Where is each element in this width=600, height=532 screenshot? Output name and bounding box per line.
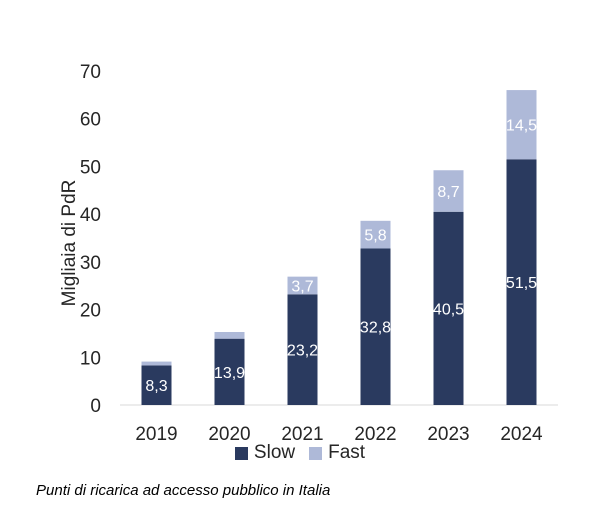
x-tick-label: 2024 bbox=[500, 424, 543, 445]
stacked-bar-chart: Migliaia di PdR 0 10 20 30 40 50 60 70 2019 2020… bbox=[59, 62, 558, 445]
bar-fast bbox=[506, 90, 537, 160]
bar-slow bbox=[287, 294, 318, 405]
x-tick-label: 2020 bbox=[208, 424, 250, 445]
data-label-fast: 3,7 bbox=[291, 278, 313, 295]
x-tick-label: 2023 bbox=[427, 424, 469, 445]
y-tick-label: 60 bbox=[80, 110, 101, 131]
bar-fast bbox=[287, 276, 318, 295]
bar-fast bbox=[433, 170, 464, 212]
legend-item-slow: Slow bbox=[234, 442, 296, 464]
bar-fast bbox=[360, 220, 391, 249]
data-label-slow: 40,5 bbox=[433, 301, 464, 318]
x-tick-label: 2021 bbox=[281, 424, 323, 445]
bars bbox=[141, 90, 537, 405]
data-labels: 8,3 13,9 23,2 3,7 32,8 5,8 40,5 8,7 51,5 14,5 bbox=[145, 118, 537, 396]
legend-item-fast: Fast bbox=[309, 442, 365, 464]
data-label-slow: 32,8 bbox=[360, 320, 391, 337]
y-tick-label: 40 bbox=[80, 205, 101, 226]
data-label-fast: 14,5 bbox=[506, 118, 537, 135]
bar-slow bbox=[506, 159, 537, 405]
bar-slow bbox=[214, 338, 245, 405]
y-tick-label: 30 bbox=[80, 253, 101, 274]
x-tick-label: 2019 bbox=[135, 424, 177, 445]
data-label-fast: 5,8 bbox=[364, 228, 386, 245]
bar-fast bbox=[141, 361, 172, 366]
y-tick-label: 10 bbox=[80, 348, 101, 369]
x-tick-labels: 2019 2020 2021 2022 2023 2024 bbox=[135, 424, 543, 445]
data-label-fast: 8,7 bbox=[437, 184, 459, 201]
x-tick-label: 2022 bbox=[354, 424, 396, 445]
chart-caption: Punti di ricarica ad accesso pubblico in… bbox=[36, 482, 331, 499]
y-tick-label: 0 bbox=[90, 396, 101, 417]
legend-label-slow: Slow bbox=[253, 442, 296, 463]
data-label-slow: 13,9 bbox=[214, 365, 245, 382]
bar-slow bbox=[141, 365, 172, 405]
y-tick-label: 50 bbox=[80, 157, 101, 178]
legend-label-fast: Fast bbox=[328, 442, 366, 463]
data-label-slow: 23,2 bbox=[287, 343, 318, 360]
bar-slow bbox=[360, 248, 391, 405]
legend-swatch-slow bbox=[234, 446, 248, 460]
y-axis-label: Migliaia di PdR bbox=[59, 180, 80, 307]
y-tick-label: 20 bbox=[80, 301, 101, 322]
bar-fast bbox=[214, 331, 245, 339]
y-tick-label: 70 bbox=[80, 62, 101, 83]
legend: Slow Fast bbox=[0, 442, 600, 464]
bar-slow bbox=[433, 211, 464, 405]
data-label-slow: 8,3 bbox=[145, 378, 167, 395]
data-label-slow: 51,5 bbox=[506, 275, 537, 292]
legend-swatch-fast bbox=[309, 446, 323, 460]
y-tick-labels: 0 10 20 30 40 50 60 70 bbox=[80, 62, 101, 417]
